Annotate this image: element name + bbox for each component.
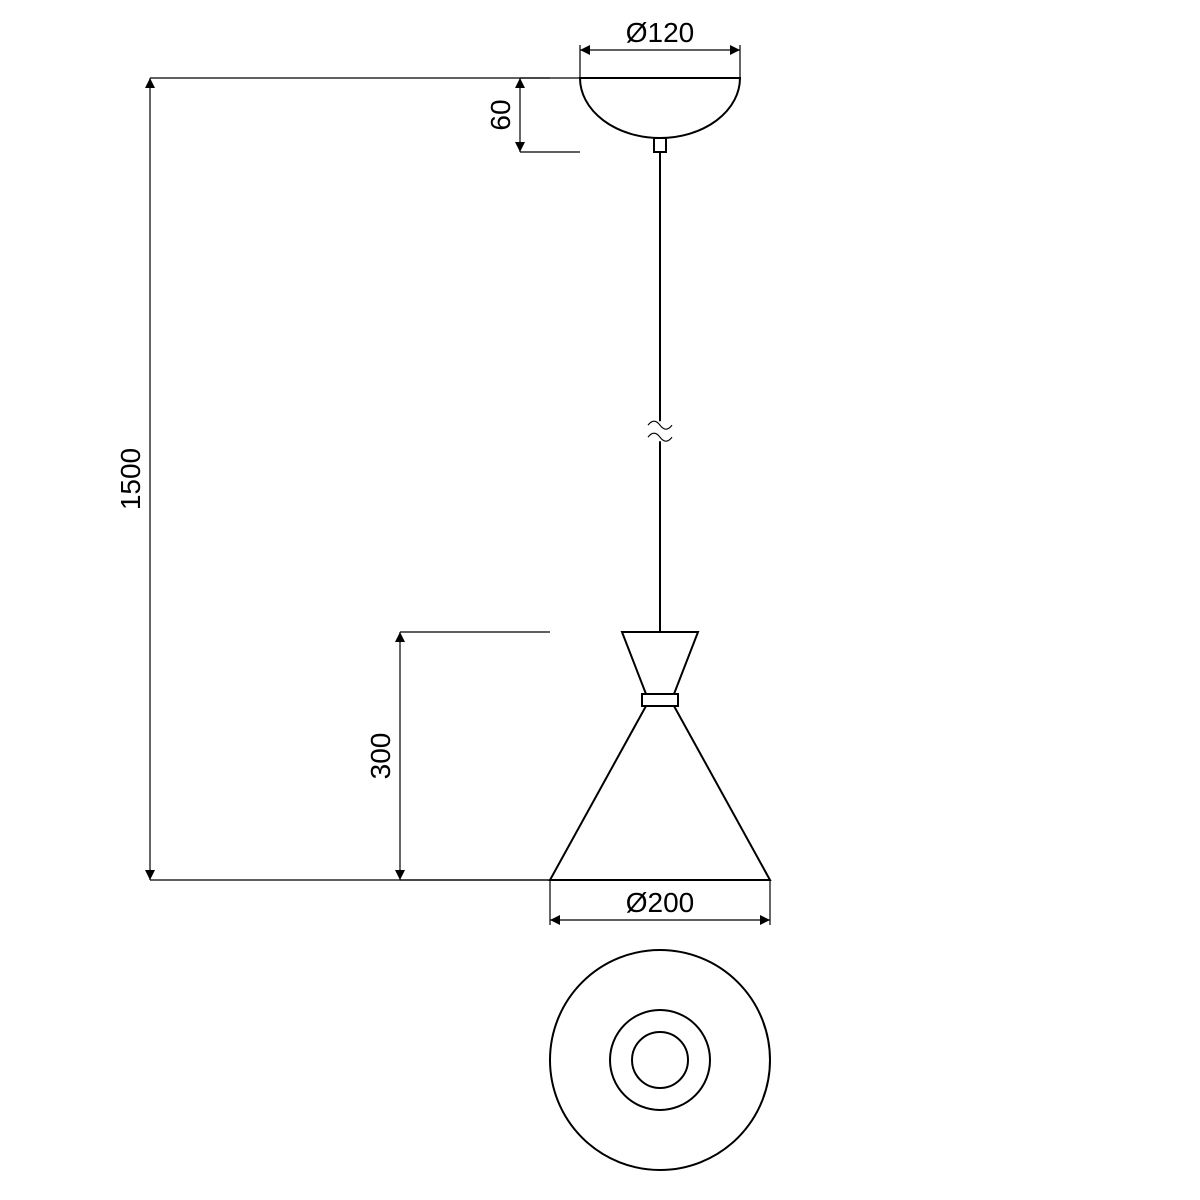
dim-canopy-diameter-label: Ø120 <box>626 17 695 48</box>
shade-cone <box>550 706 770 880</box>
bottom-view-mid <box>610 1010 710 1110</box>
shade-upper <box>622 632 698 694</box>
technical-drawing: Ø120 60 1500 300 Ø200 <box>0 0 1200 1200</box>
shade-ring <box>642 694 678 706</box>
dim-overall-height-label: 1500 <box>115 448 146 510</box>
cord-break-top <box>648 421 672 429</box>
bottom-view-outer <box>550 950 770 1170</box>
canopy <box>580 78 740 138</box>
dim-shade-diameter-label: Ø200 <box>626 887 695 918</box>
canopy-stem <box>654 138 666 152</box>
bottom-view-inner <box>632 1032 688 1088</box>
dim-shade-height-label: 300 <box>365 733 396 780</box>
dim-canopy-height-label: 60 <box>485 99 516 130</box>
cord-break-bottom <box>648 433 672 441</box>
